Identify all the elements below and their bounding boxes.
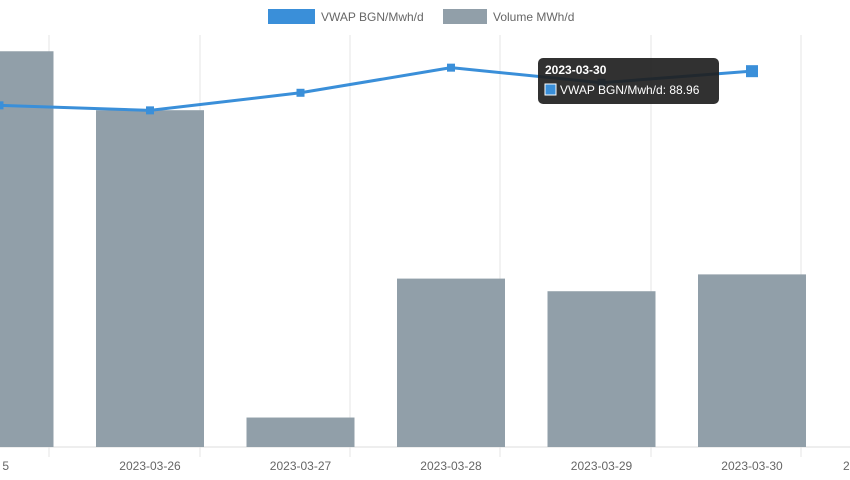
x-tick-label-2023-03-29: 2023-03-29: [571, 459, 633, 473]
legend: VWAP BGN/Mwh/d Volume MWh/d: [268, 9, 574, 24]
tooltip-box: [538, 58, 719, 104]
bar-volume-2023-03-25: [0, 51, 54, 447]
x-tick-label-2023-03-30: 2023-03-30: [721, 459, 783, 473]
tooltip: 2023-03-30 VWAP BGN/Mwh/d: 88.96: [538, 58, 719, 104]
vwap-point-2023-03-26: [146, 106, 154, 115]
vwap-point-2023-03-27: [296, 88, 305, 97]
legend-item-vwap[interactable]: VWAP BGN/Mwh/d: [268, 9, 424, 24]
x-tick-label-2023-03-27: 2023-03-27: [270, 459, 332, 473]
tooltip-value: VWAP BGN/Mwh/d: 88.96: [560, 83, 700, 97]
bar-volume-2023-03-26: [96, 110, 204, 447]
bar-volume-2023-03-30: [698, 274, 806, 447]
vwap-point-2023-03-25: [0, 101, 4, 110]
bar-volume-2023-03-27: [246, 417, 355, 447]
tooltip-title: 2023-03-30: [545, 63, 607, 77]
vwap-point-2023-03-30: [746, 65, 758, 78]
x-axis-ticks: 5 2023-03-26 2023-03-27 2023-03-28 2023-03-2…: [2, 459, 850, 473]
legend-label-vwap: VWAP BGN/Mwh/d: [321, 10, 424, 24]
legend-swatch-volume: [443, 9, 487, 24]
volume-bars: [0, 51, 806, 447]
legend-item-volume[interactable]: Volume MWh/d: [443, 9, 574, 24]
x-tick-label-2023-03-28: 2023-03-28: [420, 459, 482, 473]
x-tick-label-2023-03-31: 2: [843, 459, 850, 473]
legend-swatch-vwap: [268, 9, 315, 24]
x-tick-label-2023-03-26: 2023-03-26: [119, 459, 181, 473]
x-tick-label-2023-03-25: 5: [2, 459, 9, 473]
legend-label-volume: Volume MWh/d: [493, 10, 574, 24]
tooltip-color-swatch: [544, 83, 557, 96]
bar-volume-2023-03-28: [397, 278, 505, 447]
vwap-point-2023-03-28: [447, 63, 455, 72]
bar-volume-2023-03-29: [547, 291, 656, 447]
